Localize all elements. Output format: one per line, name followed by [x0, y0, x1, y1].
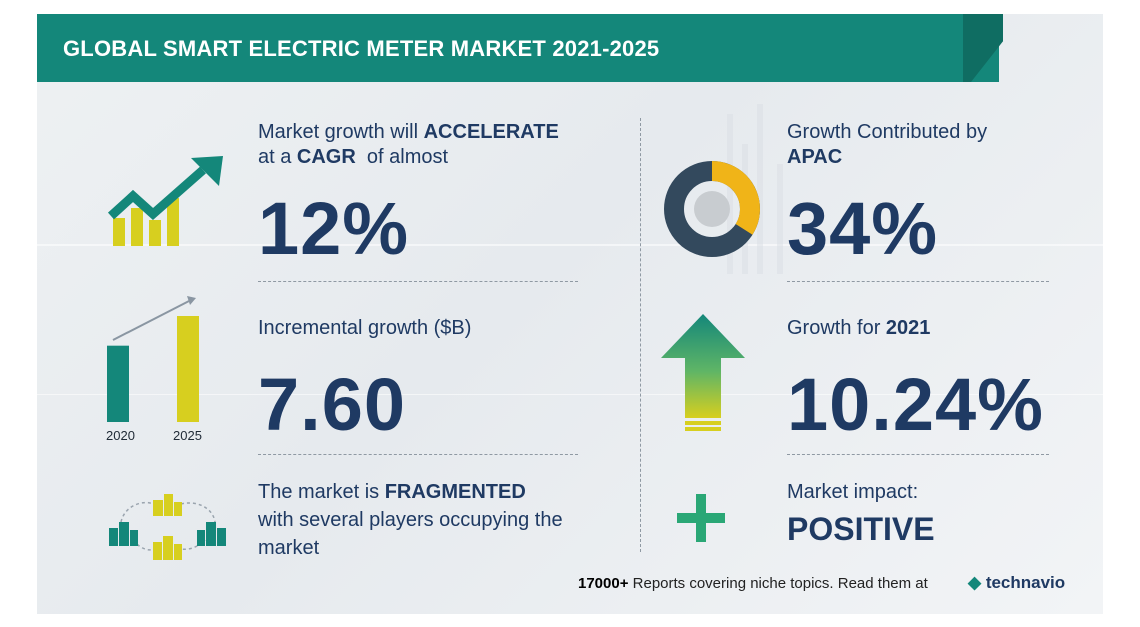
year-label-2020: 2020 — [106, 428, 135, 443]
year-label-2025: 2025 — [173, 428, 202, 443]
growth-trend-arrowhead — [187, 296, 196, 305]
trend-arrow-icon — [107, 156, 223, 246]
buildings-network-icon — [109, 494, 226, 560]
fragmented-line-1: The market is FRAGMENTED — [258, 480, 526, 504]
apac-value: 34% — [787, 187, 939, 270]
divider — [258, 454, 578, 455]
growth-line-2-suffix: of almost — [355, 146, 449, 168]
accelerate-label: ACCELERATE — [423, 121, 559, 143]
growth-2021-value: 10.24% — [787, 363, 1044, 446]
growth-2021-label: Growth for 2021 — [787, 316, 930, 340]
page-title: GLOBAL SMART ELECTRIC METER MARKET 2021-… — [63, 36, 660, 61]
technavio-mark-icon: ◆ — [968, 573, 982, 592]
growth-line-2-prefix: at a — [258, 146, 297, 168]
brand-name: technavio — [985, 573, 1066, 592]
apac-share-donut — [664, 161, 760, 257]
apac-label: Growth Contributed by — [787, 121, 988, 143]
incremental-value: 7.60 — [258, 363, 407, 446]
title-banner — [37, 14, 999, 82]
growth-line-1-text: Market growth will — [258, 121, 424, 143]
bar-2025 — [177, 316, 199, 422]
technavio-logo[interactable]: ◆ technavio — [968, 573, 1065, 593]
apac-region: APAC — [787, 146, 843, 168]
cagr-label: CAGR — [296, 146, 356, 168]
impact-value: POSITIVE — [787, 511, 935, 547]
growth-line-1: Market growth will ACCELERATE — [258, 120, 559, 144]
fragmented-line-2: with several players occupying the — [258, 509, 563, 531]
bg-decoration — [37, 394, 1103, 395]
bg-decoration — [37, 244, 1103, 246]
growth-2021-label-text: Growth for — [787, 317, 886, 339]
divider — [787, 281, 1049, 282]
column-divider — [640, 118, 641, 552]
up-arrow-icon — [661, 314, 745, 431]
fragmented-line-3: market — [258, 537, 320, 559]
infographic-card: GLOBAL SMART ELECTRIC METER MARKET 2021-… — [37, 14, 1103, 614]
cagr-value: 12% — [258, 187, 410, 270]
incremental-label: Incremental growth ($B) — [258, 317, 472, 339]
impact-label: Market impact: — [787, 481, 919, 503]
divider — [258, 281, 578, 282]
incremental-growth-bars — [107, 296, 199, 422]
plus-icon — [677, 494, 725, 542]
donut-center — [694, 191, 730, 227]
footer-text: 17000+ Reports covering niche topics. Re… — [578, 575, 928, 592]
fragmented-label: FRAGMENTED — [384, 481, 526, 503]
donut-apac-slice — [711, 161, 760, 235]
divider — [787, 454, 1049, 455]
bg-decoration — [757, 104, 763, 274]
growth-2021-year: 2021 — [885, 317, 931, 339]
bg-decoration — [727, 114, 733, 274]
fragmented-line-1-text: The market is — [258, 481, 385, 503]
bar-2020 — [107, 345, 129, 422]
bg-decoration — [777, 164, 783, 274]
report-count: 17000+ — [578, 575, 629, 592]
growth-line-2: at a CAGR of almost — [258, 145, 448, 169]
growth-trend-line — [112, 299, 192, 341]
footer-message: Reports covering niche topics. Read them… — [628, 575, 928, 592]
